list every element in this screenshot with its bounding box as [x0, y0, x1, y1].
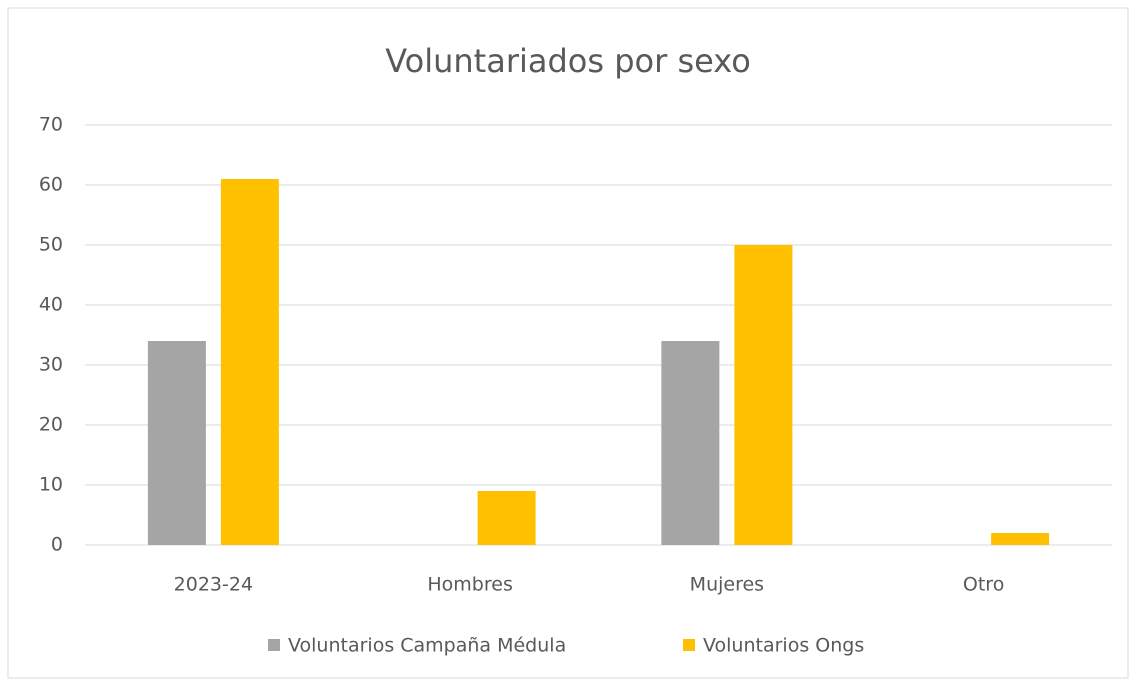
chart-title: Voluntariados por sexo	[385, 42, 751, 80]
y-tick-label: 20	[39, 414, 63, 436]
x-tick-label: Hombres	[427, 574, 512, 596]
y-tick-label: 60	[39, 174, 63, 196]
legend-swatch	[268, 639, 280, 651]
x-tick-label: Mujeres	[690, 574, 764, 596]
y-tick-label: 50	[39, 234, 63, 256]
legend-label: Voluntarios Ongs	[703, 635, 864, 657]
x-tick-label: Otro	[963, 574, 1004, 596]
bar	[734, 245, 793, 545]
bar	[477, 491, 536, 545]
x-tick-label: 2023-24	[174, 574, 253, 596]
y-tick-label: 70	[39, 114, 63, 136]
bar	[147, 341, 206, 545]
bar	[991, 533, 1050, 545]
y-tick-label: 0	[51, 534, 63, 556]
y-tick-label: 40	[39, 294, 63, 316]
bar	[661, 341, 720, 545]
legend-swatch	[683, 639, 695, 651]
bar	[220, 179, 279, 545]
legend-label: Voluntarios Campaña Médula	[288, 635, 566, 657]
y-tick-label: 30	[39, 354, 63, 376]
y-tick-label: 10	[39, 474, 63, 496]
